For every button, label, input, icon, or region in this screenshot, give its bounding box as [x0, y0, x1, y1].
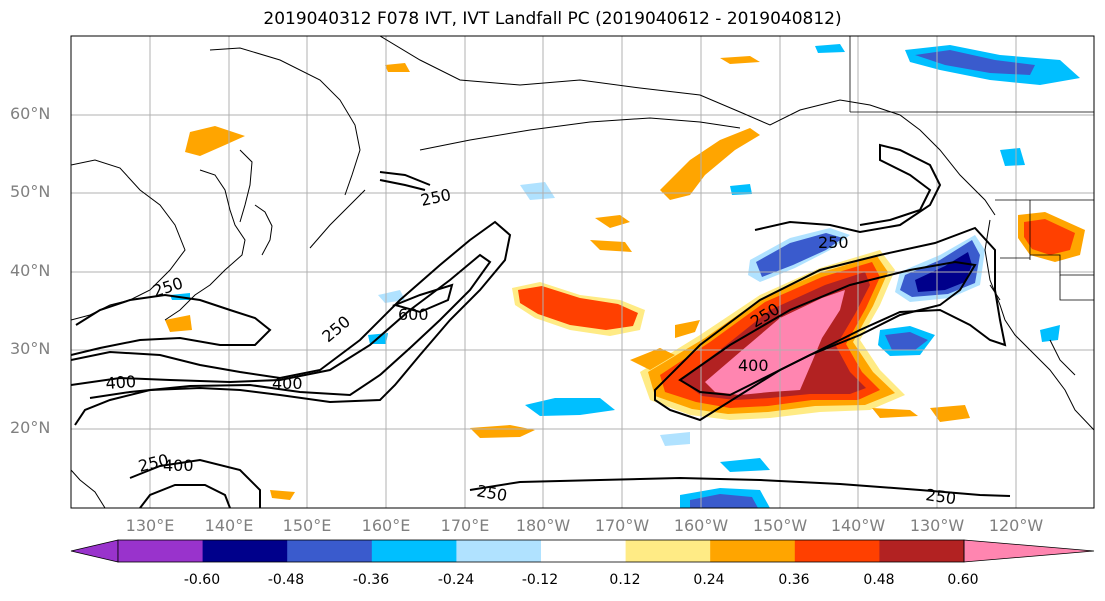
- colorbar-extend-low: [70, 539, 119, 563]
- contour-label: 250: [818, 233, 849, 252]
- colorbar-extend-high: [963, 539, 1095, 563]
- contour-label: 600: [398, 305, 429, 324]
- ivt-contours: [71, 143, 1011, 508]
- colorbar-tick-label: 0.12: [609, 572, 641, 588]
- lon-label: 150°W: [752, 516, 808, 535]
- colorbar-tick-label: -0.24: [437, 572, 475, 588]
- contour-label: 250: [318, 312, 354, 346]
- lon-label: 150°E: [282, 516, 332, 535]
- lat-label: 40°N: [10, 261, 51, 280]
- map-frame: [70, 35, 1095, 509]
- coastlines: [71, 36, 1094, 508]
- colorbar-segment: [118, 540, 204, 562]
- colorbar-tick-label: -0.48: [267, 572, 305, 588]
- colorbar: [70, 539, 1095, 563]
- contour-label: 250: [924, 485, 957, 508]
- contour-label: 400: [272, 374, 303, 393]
- lat-label: 30°N: [10, 339, 51, 358]
- colorbar-tick-label: 0.36: [778, 572, 810, 588]
- contour-label: 250: [475, 481, 508, 505]
- lon-label: 120°W: [988, 516, 1044, 535]
- lon-label: 130°E: [125, 516, 175, 535]
- colorbar-segment: [541, 540, 627, 562]
- lon-label: 140°W: [830, 516, 886, 535]
- colorbar-segment: [625, 540, 711, 562]
- lon-label: 170°E: [440, 516, 490, 535]
- lon-label: 160°W: [673, 516, 729, 535]
- colorbar-outline: [117, 539, 965, 563]
- colorbar-segment: [456, 540, 542, 562]
- colorbar-tick-label: -0.60: [183, 572, 221, 588]
- ivt-positive-shading: [165, 56, 1085, 500]
- colorbar-tick-label: -0.36: [352, 572, 390, 588]
- colorbar-segment: [710, 540, 796, 562]
- lon-label: 170°W: [594, 516, 650, 535]
- colorbar-segment: [287, 540, 373, 562]
- colorbar-tick-label: -0.12: [521, 572, 559, 588]
- colorbar-segment: [202, 540, 288, 562]
- map-plot-area: 250 250 250 250 250 250 250 250 400 400 …: [71, 36, 1094, 508]
- lon-label: 160°E: [361, 516, 411, 535]
- lon-label: 140°E: [204, 516, 254, 535]
- colorbar-tick-label: 0.24: [693, 572, 725, 588]
- contour-label: 400: [163, 456, 194, 475]
- contour-label: 400: [105, 372, 137, 393]
- colorbar-tick-label: 0.48: [863, 572, 895, 588]
- contour-label: 400: [738, 356, 769, 375]
- colorbar-segment: [879, 540, 965, 562]
- lon-label: 130°W: [909, 516, 965, 535]
- gridlines: [71, 36, 1094, 508]
- colorbar-segment: [371, 540, 457, 562]
- lat-label: 50°N: [10, 182, 51, 201]
- political-borders: [849, 36, 1094, 301]
- colorbar-tick-label: 0.60: [947, 572, 979, 588]
- map-title: 2019040312 F078 IVT, IVT Landfall PC (20…: [263, 9, 842, 29]
- contour-labels: 250 250 250 250 250 250 250 250 400 400 …: [105, 185, 957, 508]
- lon-label: 180°W: [515, 516, 571, 535]
- lat-label: 60°N: [10, 104, 51, 123]
- colorbar-segment: [794, 540, 880, 562]
- lat-label: 20°N: [10, 418, 51, 437]
